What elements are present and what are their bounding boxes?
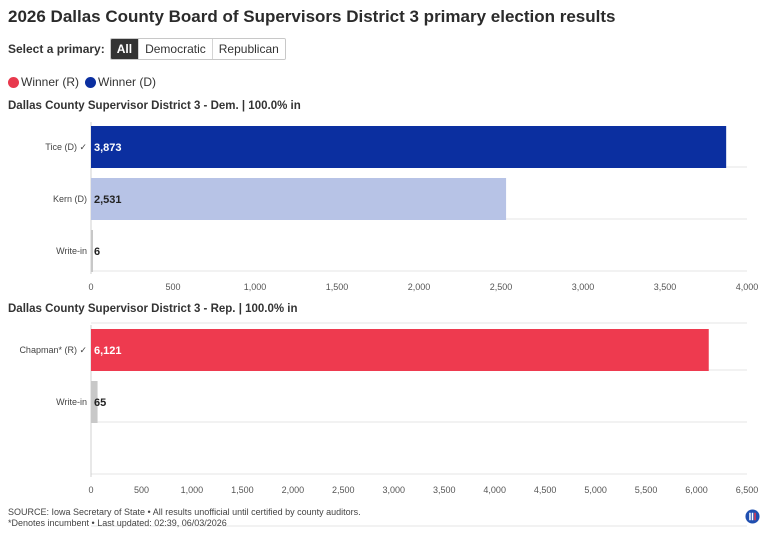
value-label-kern-d: 2,531 <box>94 194 122 206</box>
category-label-write-in: Write-in <box>56 397 87 407</box>
x-tick-label: 500 <box>165 282 180 292</box>
x-tick-label: 3,500 <box>433 485 456 495</box>
x-tick-label: 0 <box>88 282 93 292</box>
legend-swatch-winner-r <box>8 76 19 88</box>
x-tick-label: 4,000 <box>483 485 506 495</box>
legend-item-winner-r: Winner (R) <box>8 75 79 89</box>
value-label-write-in: 65 <box>94 397 106 409</box>
x-tick-label: 4,500 <box>534 485 557 495</box>
legend-item-winner-d: Winner (D) <box>85 75 156 89</box>
legend-label-winner-d: Winner (D) <box>98 75 157 89</box>
x-tick-label: 6,000 <box>685 485 708 495</box>
dem-chart-title: Dallas County Supervisor District 3 - De… <box>8 100 301 112</box>
primary-filter: Select a primary: All Democratic Republi… <box>8 38 286 60</box>
x-tick-label: 3,500 <box>654 282 677 292</box>
value-label-chapman-r: 6,121 <box>94 345 122 357</box>
value-label-tice-d: 3,873 <box>94 142 122 154</box>
bar-write-in <box>91 230 93 272</box>
x-tick-label: 1,500 <box>326 282 349 292</box>
dem-results-chart: Tice (D) ✓ 3,873 Kern (D) 2,531 Write-in 6 0 50… <box>45 122 759 324</box>
x-tick-label: 5,000 <box>584 485 607 495</box>
category-label-chapman-r: Chapman* (R) ✓ <box>19 345 87 355</box>
bar-tice-d <box>91 126 727 168</box>
x-tick-label: 2,500 <box>332 485 355 495</box>
x-tick-label: 4,000 <box>736 282 759 292</box>
rep-results-chart: Chapman* (R) ✓ 6,121 Write-in 65 0 500 1,000 1,… <box>19 325 759 527</box>
x-tick-label: 1,000 <box>181 485 204 495</box>
footer: SOURCE: Iowa Secretary of State • All re… <box>8 507 361 529</box>
bar-write-in <box>91 381 98 423</box>
bar-kern-d <box>91 178 507 220</box>
updated-note: *Denotes incumbent • Last updated: 02:39… <box>8 518 227 528</box>
x-tick-label: 1,500 <box>231 485 254 495</box>
x-tick-label: 5,500 <box>635 485 658 495</box>
rep-chart-title: Dallas County Supervisor District 3 - Re… <box>8 303 298 315</box>
value-label-write-in: 6 <box>94 246 100 258</box>
category-label-kern-d: Kern (D) <box>53 194 87 204</box>
bar-chapman-r <box>91 329 709 371</box>
filter-all-button[interactable]: All <box>110 39 139 59</box>
x-tick-label: 2,000 <box>282 485 305 495</box>
category-label-write-in: Write-in <box>56 246 87 256</box>
x-tick-label: 3,000 <box>572 282 595 292</box>
publisher-logo-icon <box>745 509 760 524</box>
x-tick-label: 0 <box>88 485 93 495</box>
x-tick-label: 2,500 <box>490 282 513 292</box>
source-note: SOURCE: Iowa Secretary of State • All re… <box>8 507 361 517</box>
filter-democratic-button[interactable]: Democratic <box>138 39 212 59</box>
x-tick-label: 500 <box>134 485 149 495</box>
x-tick-label: 1,000 <box>244 282 267 292</box>
filter-republican-button[interactable]: Republican <box>211 39 285 59</box>
legend: Winner (R) Winner (D) <box>8 75 162 89</box>
x-tick-label: 3,000 <box>383 485 406 495</box>
primary-segmented-control: All Democratic Republican <box>109 38 286 60</box>
filter-label: Select a primary: <box>8 42 105 56</box>
legend-label-winner-r: Winner (R) <box>21 75 80 89</box>
x-tick-label: 6,500 <box>736 485 759 495</box>
legend-swatch-winner-d <box>85 76 97 88</box>
category-label-tice-d: Tice (D) ✓ <box>45 142 87 152</box>
x-tick-label: 2,000 <box>408 282 431 292</box>
page-title: 2026 Dallas County Board of Supervisors … <box>8 7 616 26</box>
